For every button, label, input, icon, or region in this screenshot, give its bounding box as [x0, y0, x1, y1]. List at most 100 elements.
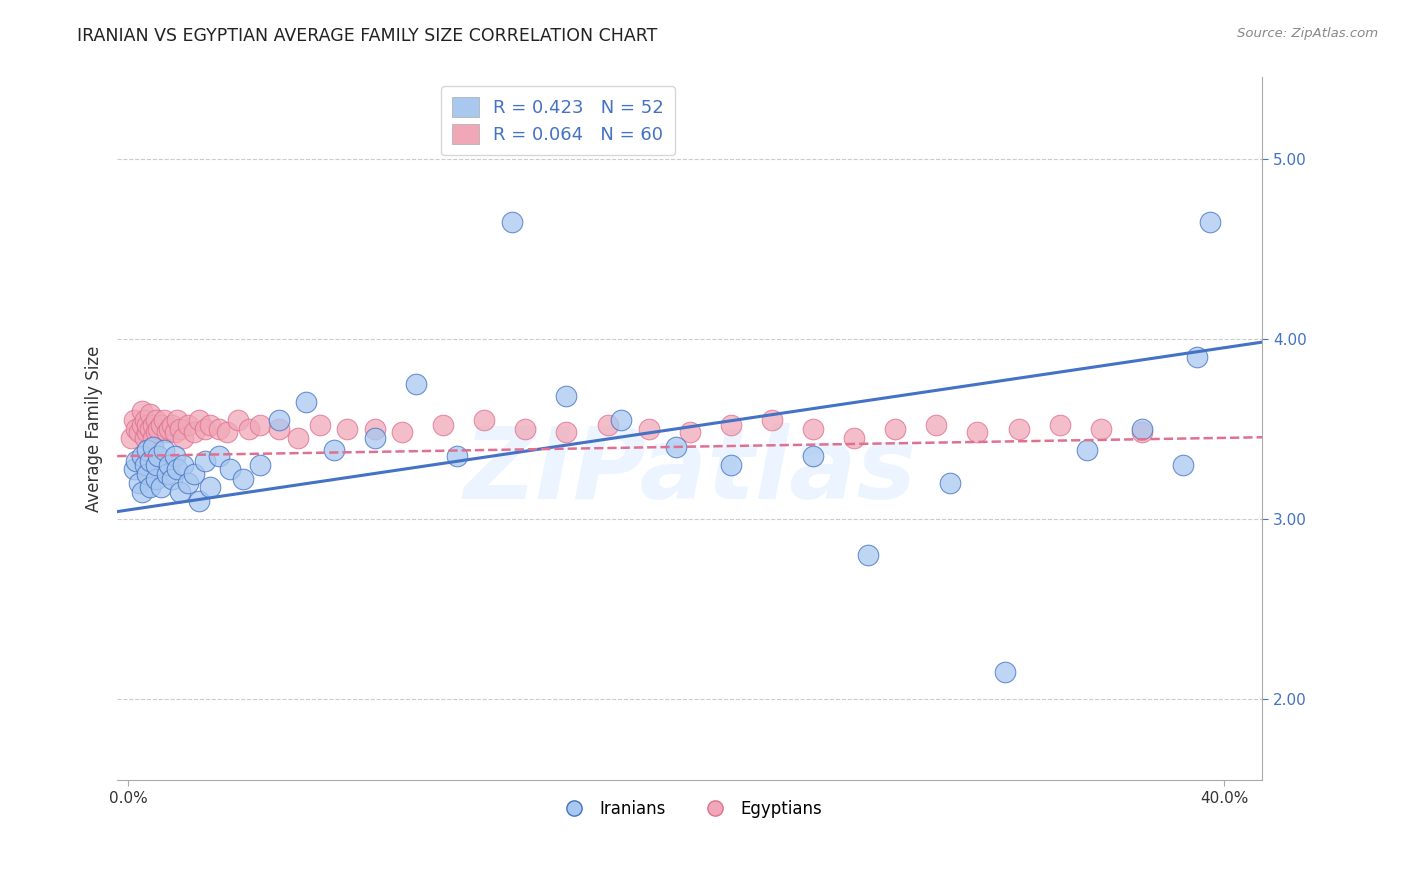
Point [391, 425, 413, 440]
Point [169, 485, 191, 500]
Point [322, 443, 344, 458]
Point [637, 422, 659, 436]
Point [336, 422, 359, 436]
Point [200, 418, 222, 433]
Point [1130, 425, 1153, 440]
Point [145, 458, 167, 472]
Point [364, 431, 387, 445]
Point [152, 443, 174, 458]
Point [148, 449, 170, 463]
Point [136, 425, 159, 440]
Point [157, 422, 180, 436]
Point [131, 449, 153, 463]
Point [610, 413, 633, 427]
Point [122, 461, 145, 475]
Point [188, 413, 211, 427]
Point [939, 475, 962, 490]
Point [150, 479, 173, 493]
Point [183, 467, 205, 481]
Point [555, 389, 578, 403]
Point [207, 449, 229, 463]
Point [446, 449, 468, 463]
Point [1130, 422, 1153, 436]
Point [1090, 422, 1112, 436]
Point [405, 376, 427, 391]
Point [761, 413, 783, 427]
Point [267, 422, 290, 436]
Point [142, 418, 165, 433]
Point [801, 422, 824, 436]
Point [844, 431, 866, 445]
Point [232, 472, 254, 486]
Point [160, 472, 183, 486]
Point [287, 431, 309, 445]
Point [218, 461, 240, 475]
Point [166, 461, 188, 475]
Point [134, 458, 156, 472]
Point [134, 413, 156, 427]
Point [160, 418, 183, 433]
Text: IRANIAN VS EGYPTIAN AVERAGE FAMILY SIZE CORRELATION CHART: IRANIAN VS EGYPTIAN AVERAGE FAMILY SIZE … [77, 27, 658, 45]
Point [139, 408, 162, 422]
Point [155, 425, 177, 440]
Legend: Iranians, Egyptians: Iranians, Egyptians [551, 793, 828, 825]
Point [136, 418, 159, 433]
Point [966, 425, 988, 440]
Point [200, 479, 222, 493]
Point [125, 454, 148, 468]
Point [136, 443, 159, 458]
Point [131, 418, 153, 433]
Point [145, 472, 167, 486]
Point [679, 425, 702, 440]
Text: Source: ZipAtlas.com: Source: ZipAtlas.com [1237, 27, 1378, 40]
Point [207, 422, 229, 436]
Point [142, 431, 165, 445]
Point [194, 454, 217, 468]
Point [472, 413, 495, 427]
Point [1007, 422, 1029, 436]
Point [148, 422, 170, 436]
Point [120, 431, 142, 445]
Point [501, 214, 523, 228]
Point [145, 425, 167, 440]
Point [139, 479, 162, 493]
Point [163, 425, 186, 440]
Point [238, 422, 260, 436]
Point [720, 418, 742, 433]
Point [183, 425, 205, 440]
Point [267, 413, 290, 427]
Point [188, 494, 211, 508]
Point [157, 458, 180, 472]
Point [665, 440, 688, 454]
Point [555, 425, 578, 440]
Point [172, 458, 194, 472]
Point [177, 475, 200, 490]
Point [309, 418, 332, 433]
Text: ZIPatlas: ZIPatlas [463, 423, 917, 519]
Point [1199, 214, 1222, 228]
Point [364, 422, 387, 436]
Point [145, 413, 167, 427]
Point [139, 422, 162, 436]
Y-axis label: Average Family Size: Average Family Size [86, 346, 103, 512]
Point [925, 418, 948, 433]
Point [142, 440, 165, 454]
Point [139, 454, 162, 468]
Point [1076, 443, 1098, 458]
Point [194, 422, 217, 436]
Point [856, 548, 879, 562]
Point [1171, 458, 1194, 472]
Point [169, 422, 191, 436]
Point [215, 425, 238, 440]
Point [128, 475, 150, 490]
Point [515, 422, 537, 436]
Point [295, 394, 318, 409]
Point [432, 418, 454, 433]
Point [249, 418, 271, 433]
Point [150, 418, 173, 433]
Point [596, 418, 619, 433]
Point [125, 422, 148, 436]
Point [122, 413, 145, 427]
Point [177, 418, 200, 433]
Point [801, 449, 824, 463]
